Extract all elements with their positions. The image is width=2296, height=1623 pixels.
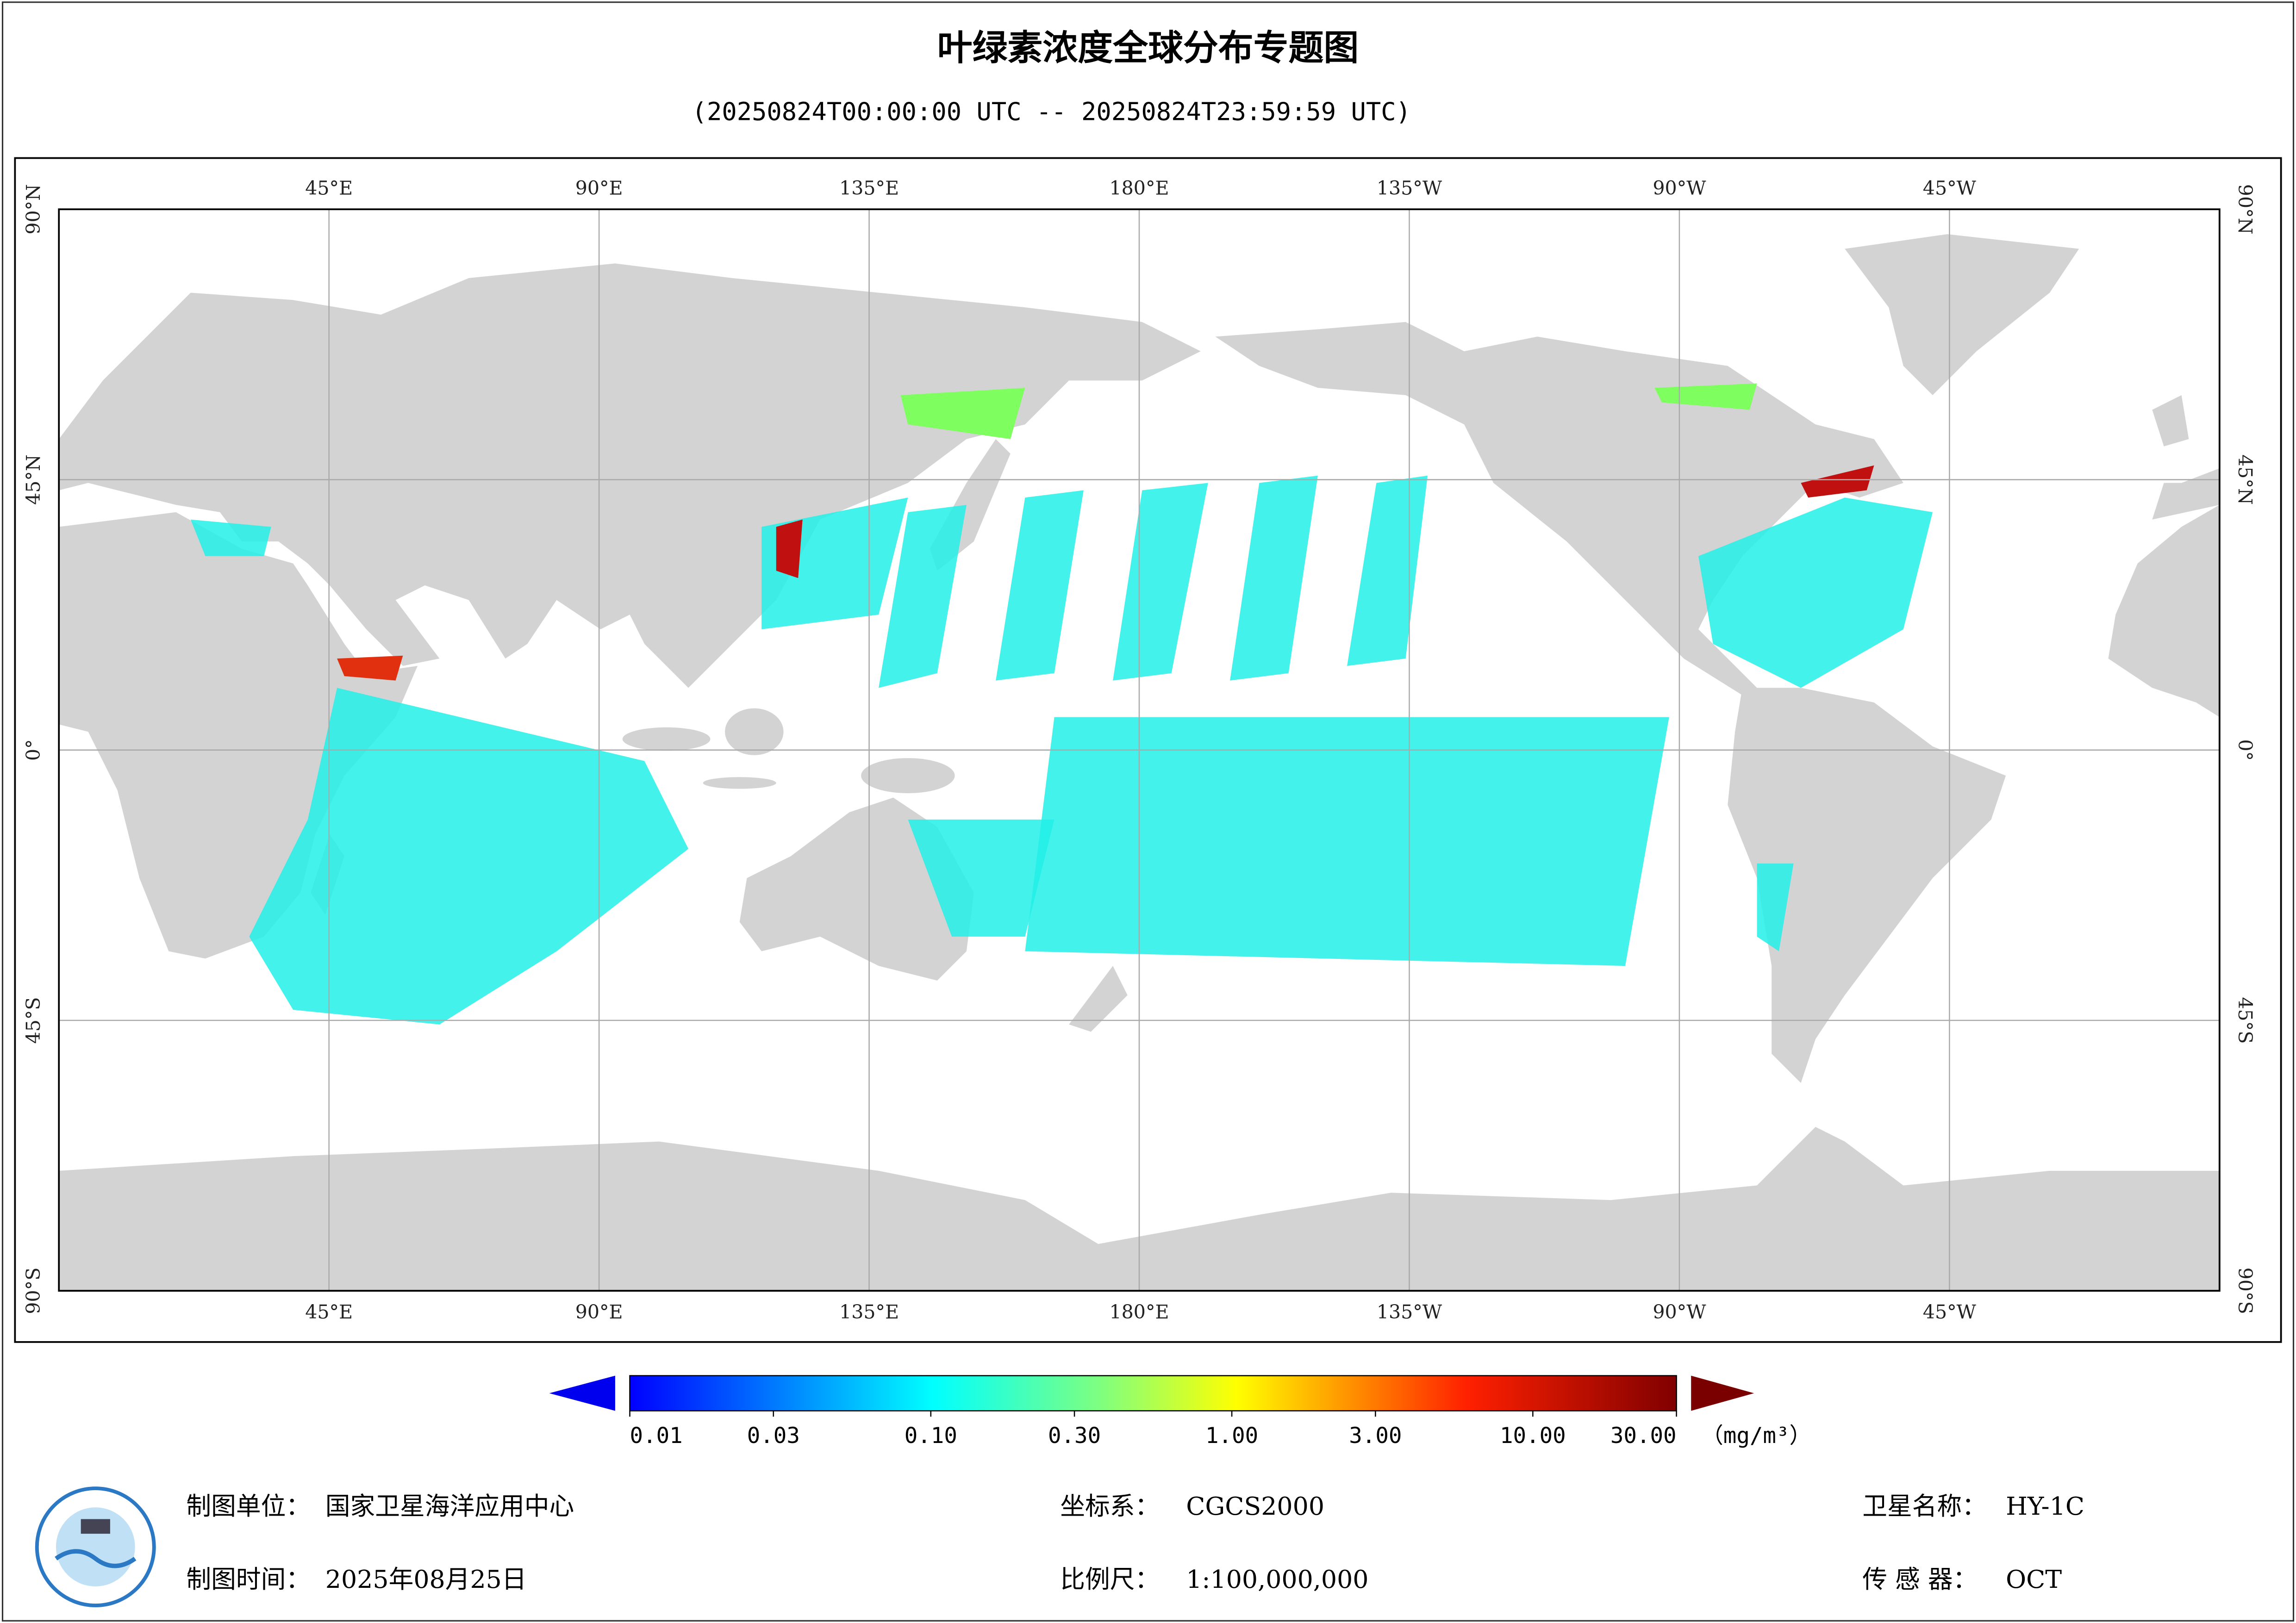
swath — [1757, 863, 1794, 951]
lon-label: 90°E — [575, 177, 623, 199]
north-america — [1215, 322, 1903, 696]
coastal-bloom — [900, 388, 1025, 439]
lon-label: 90°W — [1653, 177, 1706, 199]
map-border — [58, 208, 2221, 1292]
footer-value: 1:100,000,000 — [1186, 1565, 1368, 1594]
colorbar-tick-label: 3.00 — [1349, 1423, 1402, 1449]
footer-label: 传 感 器： — [1862, 1565, 1978, 1594]
graticule — [59, 209, 2220, 1291]
colorbar-tick-label: 10.00 — [1500, 1423, 1566, 1449]
colorbar-tick-label: 1.00 — [1205, 1423, 1258, 1449]
lon-label: 90°E — [575, 1301, 623, 1323]
swath — [1347, 475, 1428, 666]
footer-label: 制图单位： — [186, 1492, 311, 1521]
swath — [996, 490, 1084, 681]
africa — [59, 512, 418, 959]
lon-label: 90°W — [1653, 1301, 1706, 1323]
britain — [2152, 395, 2189, 447]
west-africa — [2108, 504, 2220, 717]
title: 叶绿素浓度全球分布专题图 — [937, 28, 1359, 68]
iberia — [2152, 468, 2220, 520]
footer-value: 2025年08月25日 — [325, 1565, 527, 1594]
footer-label: 制图时间： — [186, 1565, 311, 1594]
lon-label: 180°E — [1110, 1301, 1169, 1323]
chlorophyll-coverage — [190, 383, 1933, 1025]
lat-label: 45°S — [22, 997, 44, 1044]
coastal-bloom — [1654, 383, 1757, 410]
colorbar: （mg/m³） 0.01 0.03 0.10 0.30 1.00 3.00 10.00 30.… — [549, 1375, 1811, 1449]
lon-label: 180°E — [1110, 177, 1169, 199]
swath — [1698, 497, 1933, 688]
australia — [739, 797, 974, 981]
lon-label: 45°E — [305, 177, 353, 199]
colorbar-tick-label: 0.03 — [747, 1423, 800, 1449]
lat-label: 45°N — [22, 454, 44, 505]
footer-value: CGCS2000 — [1186, 1492, 1324, 1521]
lon-label: 135°W — [1377, 1301, 1442, 1323]
logo — [35, 1486, 156, 1608]
colorbar-tick-label: 0.10 — [905, 1423, 957, 1449]
footer-value: 国家卫星海洋应用中心 — [325, 1492, 574, 1521]
lat-label: 45°S — [2234, 997, 2256, 1044]
java — [703, 777, 776, 789]
lon-label: 45°W — [1923, 1301, 1977, 1323]
swath — [1025, 717, 1669, 966]
lat-label: 90°N — [2234, 184, 2256, 235]
lon-label: 135°E — [839, 1301, 899, 1323]
greenland — [1845, 234, 2079, 395]
footer-value: HY-1C — [2006, 1492, 2084, 1521]
swath — [879, 504, 967, 688]
lat-label: 90°N — [22, 184, 44, 235]
colorbar-unit: （mg/m³） — [1701, 1423, 1811, 1449]
swath — [908, 819, 1054, 937]
new-zealand — [1069, 966, 1128, 1032]
swath — [1230, 475, 1318, 681]
graticule-labels: 45°E 45°E 90°E 90°E 135°E 135°E 180°E 180°E 135°… — [22, 177, 2256, 1324]
new-guinea — [861, 758, 955, 793]
lat-label: 90°S — [22, 1268, 44, 1314]
colorbar-tick-label: 30.00 — [1610, 1423, 1677, 1449]
footer-label: 坐标系： — [1060, 1492, 1160, 1521]
lon-label: 135°W — [1377, 177, 1442, 199]
lat-label: 45°N — [2234, 454, 2256, 505]
map — [59, 209, 2220, 1291]
swath — [1113, 483, 1208, 681]
map-frame — [14, 157, 2282, 1343]
colorbar-tick-label: 0.01 — [630, 1423, 683, 1449]
eurasia — [59, 263, 1201, 688]
south-america — [1728, 688, 2006, 1083]
coastal-bloom — [337, 655, 403, 681]
swath — [190, 519, 271, 556]
subtitle: (20250824T00:00:00 UTC -- 20250824T23:59… — [692, 97, 1411, 126]
coastal-bloom — [1801, 465, 1874, 498]
logo-satellite — [81, 1519, 110, 1534]
colorbar-over — [1691, 1375, 1754, 1411]
sumatra — [622, 727, 711, 751]
colorbar-ramp — [629, 1375, 1677, 1412]
lon-label: 135°E — [839, 177, 899, 199]
lat-label: 90°S — [2234, 1268, 2256, 1314]
footer-value: OCT — [2006, 1565, 2062, 1594]
footer-label: 卫星名称： — [1862, 1492, 1987, 1521]
colorbar-under — [549, 1375, 615, 1411]
lat-label: 0° — [22, 739, 44, 761]
logo-wave — [55, 1549, 137, 1568]
lat-label: 0° — [2234, 739, 2256, 761]
footer: 制图单位： 国家卫星海洋应用中心 制图时间： 2025年08月25日 坐标系： … — [186, 1492, 2084, 1594]
swath — [249, 688, 689, 1025]
footer-label: 比例尺： — [1060, 1565, 1160, 1594]
borneo — [725, 708, 784, 755]
lon-label: 45°W — [1923, 177, 1977, 199]
coastal-bloom — [776, 519, 803, 578]
colorbar-tick-label: 0.30 — [1048, 1423, 1101, 1449]
lon-label: 45°E — [305, 1301, 353, 1323]
